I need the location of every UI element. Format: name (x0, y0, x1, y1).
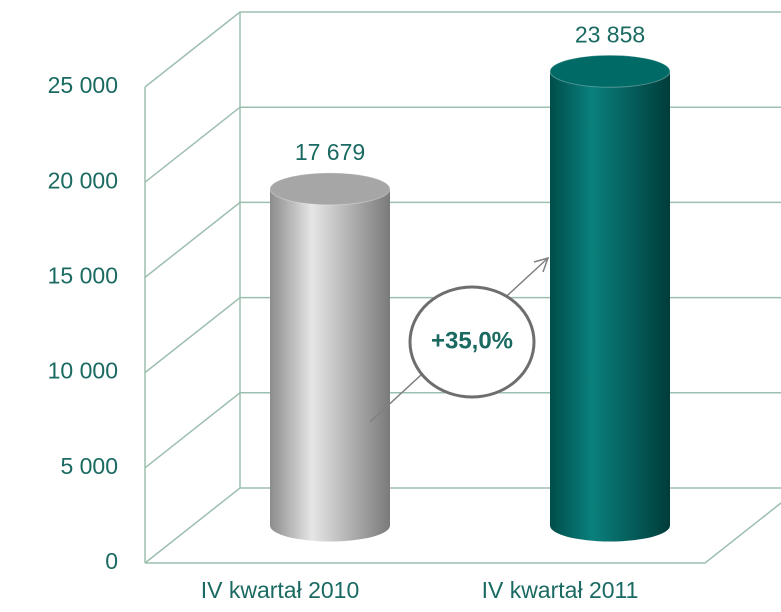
y-tick-label: 25 000 (48, 72, 118, 98)
y-tick-label: 15 000 (48, 262, 118, 288)
y-tick-label: 5 000 (60, 453, 118, 479)
data-label: 17 679 (295, 139, 365, 165)
floor (145, 502, 781, 564)
bar (550, 71, 670, 542)
annotation: +35,0% (431, 327, 513, 354)
data-label: 23 858 (575, 21, 645, 47)
x-tick-label: IV kwartał 2011 (482, 577, 639, 603)
x-tick-label: IV kwartał 2010 (201, 577, 360, 603)
grid-line (144, 11, 781, 88)
bars (269, 54, 671, 542)
annotation-circle (408, 285, 536, 399)
y-tick-label: 0 (105, 548, 118, 574)
bar-top (549, 54, 671, 88)
bar-top (269, 172, 391, 206)
y-tick-label: 10 000 (48, 358, 118, 384)
grid-line (144, 487, 781, 564)
grid (144, 11, 781, 564)
arrow-head (533, 256, 550, 273)
y-tick-label: 20 000 (48, 167, 118, 193)
bar (270, 188, 390, 542)
